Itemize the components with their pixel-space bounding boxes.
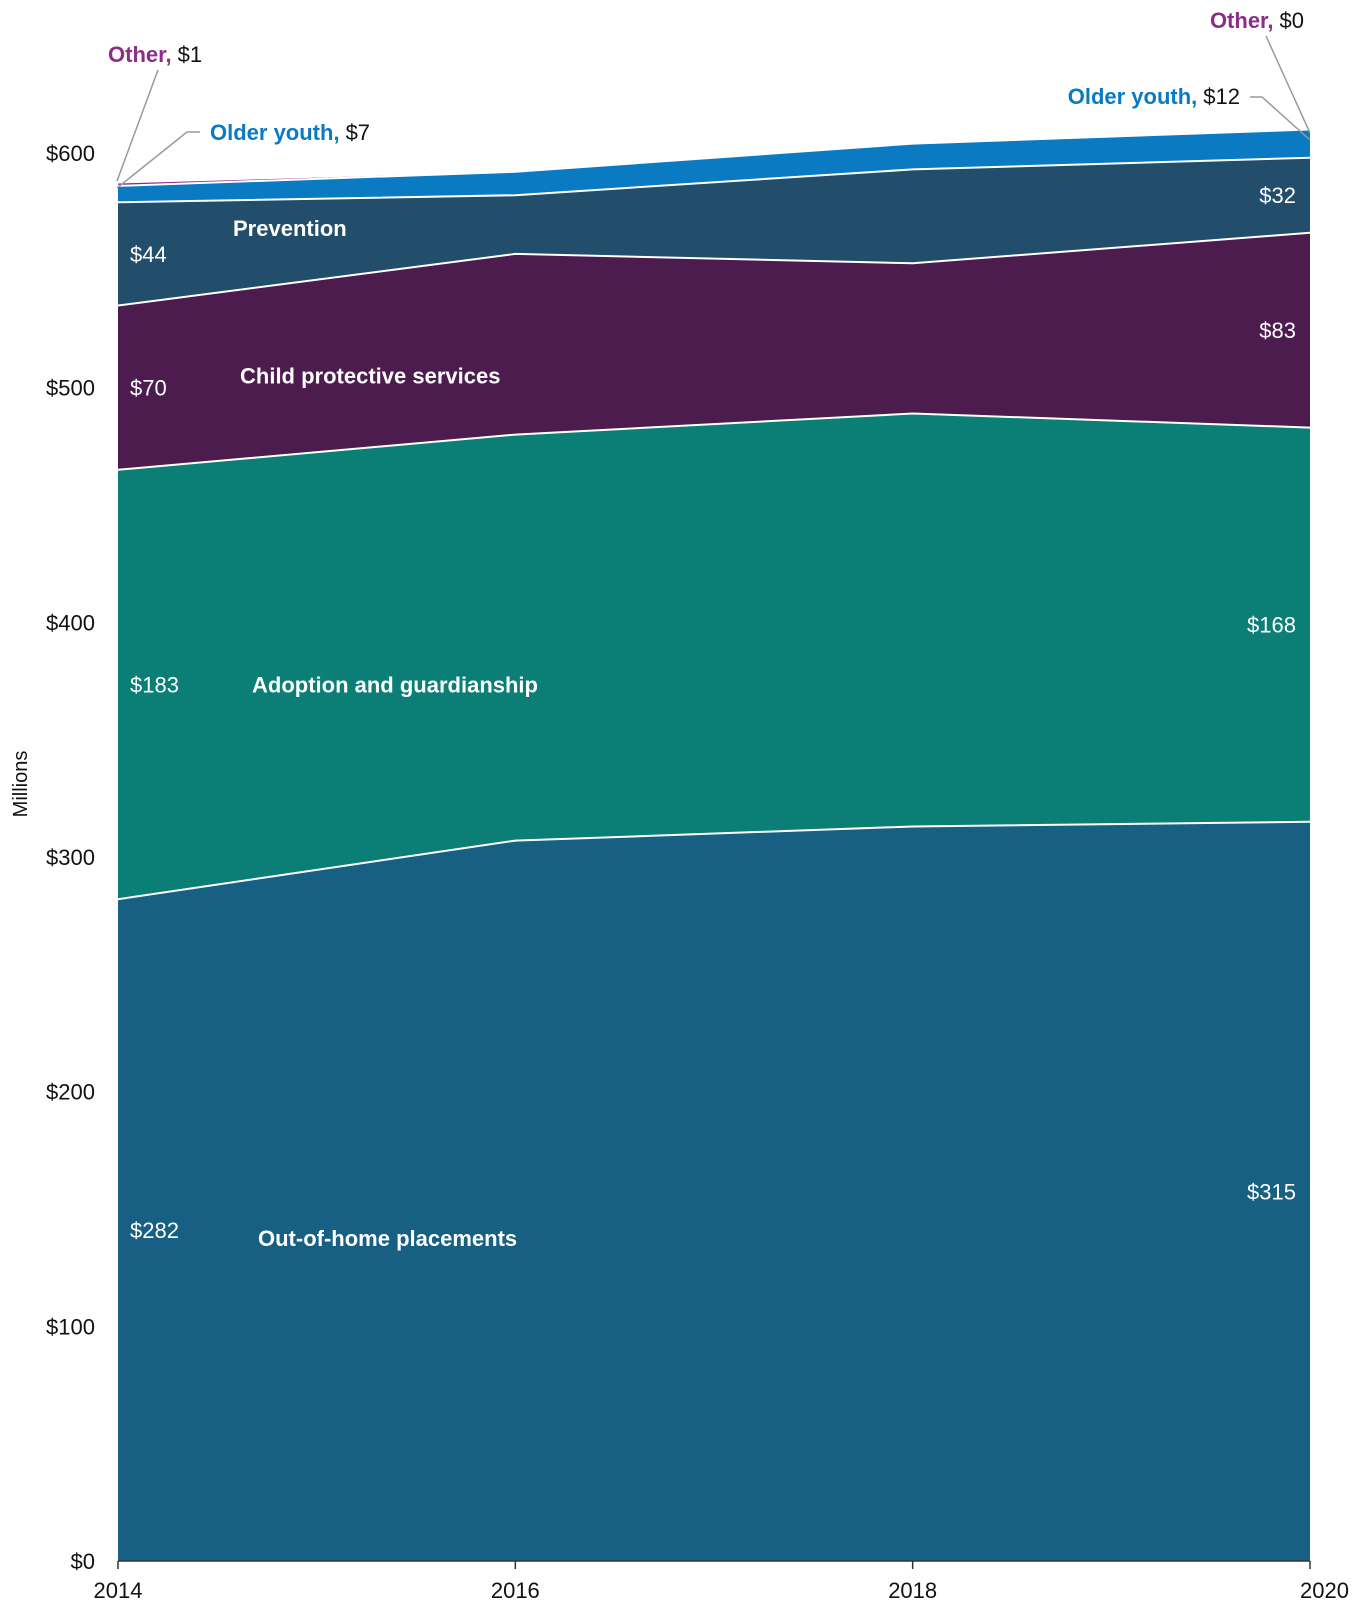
callout-other-2020: Other, $0 [1210,8,1311,134]
y-tick-label: $400 [46,610,95,635]
x-tick-label: 2014 [94,1578,143,1603]
value-label-start: $70 [130,376,167,401]
callout-other-name-end: Other, [1210,8,1274,33]
callout-leader-line [116,69,159,182]
callout-older-youth-value-end: $12 [1203,84,1240,109]
area-adoption-and-guardianship [118,413,1310,900]
callout-older-youth-name-end: Older youth, [1068,84,1198,109]
callout-older-youth-value-start: $7 [346,120,370,145]
callout-older-youth-2014: Older youth, $7 [116,120,370,189]
area-boundary-line [117,156,1311,204]
area-child-protective-services [118,232,1310,470]
x-tick-label: 2018 [888,1578,937,1603]
area-boundary-line [117,820,1311,901]
value-label-start: $183 [130,673,179,698]
value-label-end: $168 [1247,613,1296,638]
y-tick-label: $500 [46,376,95,401]
y-axis-title: Millions [10,751,32,818]
y-tick-label: $300 [46,845,95,870]
value-label-end: $83 [1259,318,1296,343]
y-tick-label: $600 [46,141,95,166]
callout-other-name: Other, [108,42,172,67]
series-name-label: Adoption and guardianship [252,673,538,698]
area-layers [117,128,1311,1561]
x-tick-label: 2016 [491,1578,540,1603]
x-tick-label: 2020 [1300,1578,1349,1603]
value-label-end: $315 [1247,1179,1296,1204]
area-boundary-line [117,231,1311,307]
svg-text:Older youth,$12: Older youth, $12 [1068,84,1240,109]
callout-other-2014: Other, $1 [108,42,202,182]
svg-text:Other,$0: Other, $0 [1210,8,1304,33]
value-label-start: $44 [130,242,167,267]
callout-leader-line [116,131,200,189]
callout-older-youth-name: Older youth, [210,120,340,145]
value-label-start: $282 [130,1218,179,1243]
axes: $0 $100 $200 $300 $400 $500 $600 2014 2016 2018 20… [46,141,1349,1603]
callout-other-value-start: $1 [178,42,202,67]
area-boundary-line [117,412,1311,471]
series-labels: $282 $315 Out-of-home placements $183 $168 Ad… [130,183,1296,1251]
area-other [118,129,1310,186]
series-name-label: Child protective services [240,364,500,389]
value-label-end: $32 [1259,183,1296,208]
callout-other-value-end: $0 [1280,8,1304,33]
area-older-youth [118,129,1310,203]
callout-older-youth-2020: Older youth, $12 [1068,84,1311,141]
series-name-label: Prevention [233,216,347,241]
svg-text:Older youth,$7: Older youth, $7 [210,120,370,145]
series-name-label: Out-of-home placements [258,1226,517,1251]
y-tick-label: $0 [71,1549,95,1574]
y-tick-label: $200 [46,1080,95,1105]
callout-leader-line [1265,35,1311,134]
area-out-of-home-placements [118,821,1310,1561]
y-tick-label: $100 [46,1314,95,1339]
area-prevention [118,157,1310,306]
callout-leader-line [1250,96,1311,141]
svg-text:Other,$1: Other, $1 [108,42,202,67]
area-boundary-line [117,128,1311,187]
